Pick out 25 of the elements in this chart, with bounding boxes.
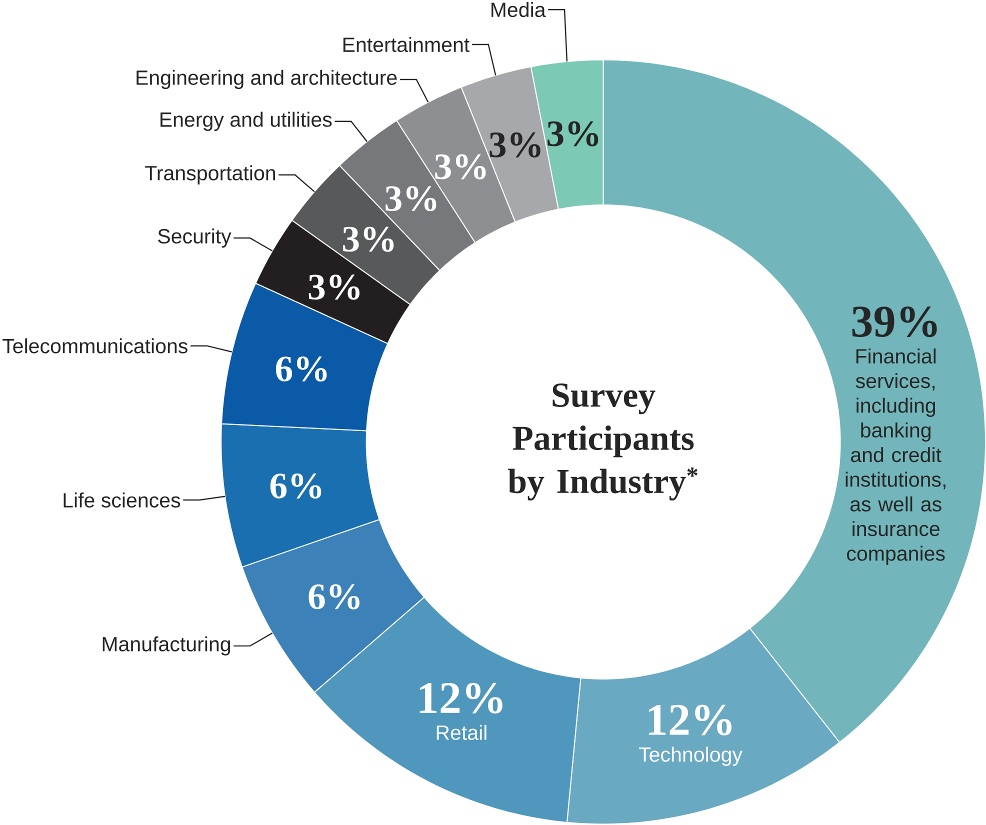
category-label: Financial services, including banking and credit institutions, as well as insurance companies <box>846 348 946 566</box>
slice-label: Engineering and architecture <box>136 70 397 90</box>
data-label: 12% <box>420 683 502 714</box>
slice-label: Media <box>492 2 546 18</box>
slice-label: Transportation <box>145 165 275 185</box>
slice-label: Energy and utilities <box>160 112 332 132</box>
data-label: 6% <box>276 356 327 382</box>
slice-label: Retail <box>436 725 486 740</box>
slice-label: Entertainment <box>343 37 470 52</box>
slice-label: Technology <box>639 746 742 766</box>
data-label: 12% <box>648 704 732 736</box>
data-label: 3% <box>490 132 540 158</box>
text: Survey Participants by Industry$^{*}$ <box>508 384 698 501</box>
slice-label: Telecommunications <box>2 338 188 354</box>
slice-label: Life sciences <box>64 492 180 508</box>
data-label: 3% <box>342 226 394 252</box>
data-label: 3% <box>308 274 360 300</box>
data-label: 3% <box>548 121 598 146</box>
data-label: 3% <box>435 154 486 180</box>
slice-label: Security <box>158 228 232 248</box>
data-label: 3% <box>386 186 436 212</box>
data-label: 6% <box>270 474 322 499</box>
data-label: 39% <box>852 306 937 338</box>
data-label: 6% <box>308 584 360 610</box>
slice-label: Manufacturing <box>102 636 230 656</box>
